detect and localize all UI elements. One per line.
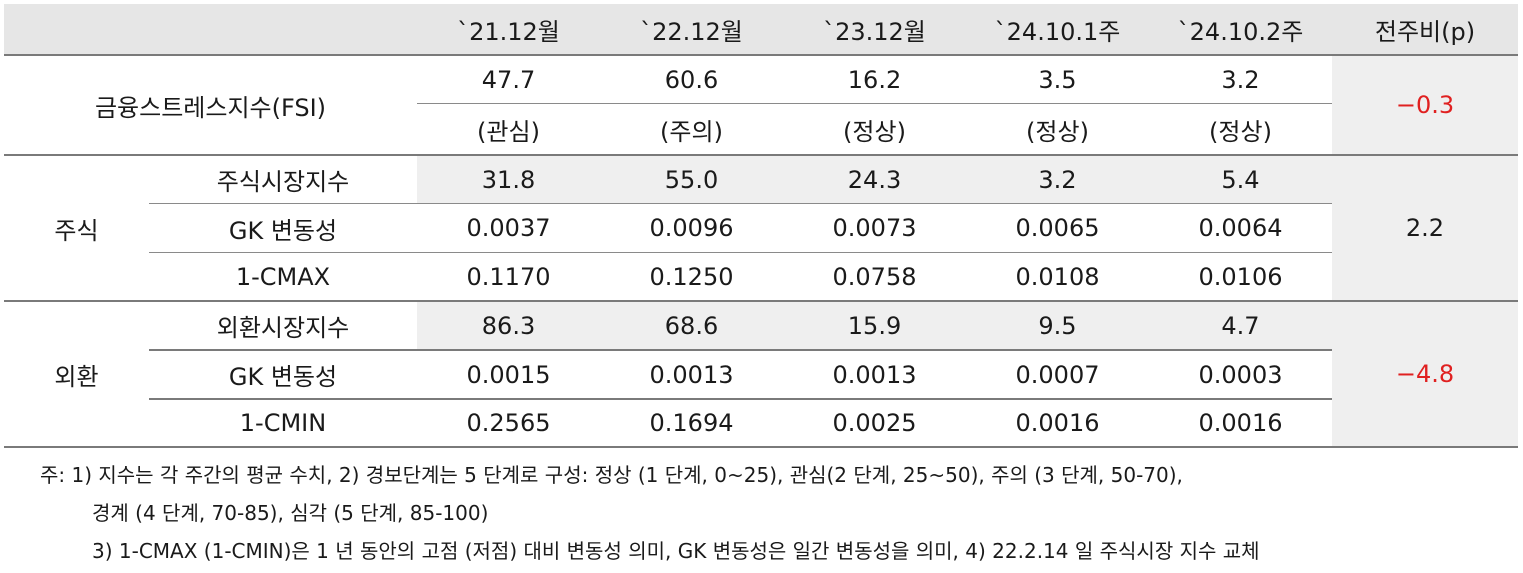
stock-divider — [4, 300, 1518, 302]
stock-row-3-value-1: 0.1170 — [466, 262, 551, 291]
fx-row-2-value-4: 0.0007 — [1015, 360, 1100, 389]
stock-row-1-value-5: 5.4 — [1221, 165, 1260, 194]
fsi-inner-divider — [417, 103, 1332, 104]
stock-row-1-value-1: 31.8 — [481, 165, 536, 194]
fx-row-2-label: GK 변동성 — [228, 363, 338, 391]
header-col-4: `24.10.1주 — [994, 17, 1121, 46]
fx-row-1-value-3: 15.9 — [847, 311, 902, 340]
fsi-change: −0.3 — [1332, 56, 1518, 154]
fx-row-3-value-3: 0.0025 — [832, 409, 917, 437]
fx-change: −4.8 — [1332, 302, 1518, 446]
stock-row-2-value-4: 0.0065 — [1015, 214, 1100, 242]
header-col-change: 전주비(p) — [1374, 17, 1476, 46]
fx-row-3-label: 1-CMIN — [239, 409, 327, 437]
stock-row-3-value-3: 0.0758 — [832, 262, 917, 291]
fx-row-3-value-2: 0.1694 — [649, 409, 734, 437]
stock-row-3-value-5: 0.0106 — [1198, 262, 1283, 291]
fx-divider-2 — [149, 398, 1332, 400]
stock-row-2-label: GK 변동성 — [228, 216, 338, 245]
stock-divider-1 — [149, 203, 1332, 204]
stock-row-3-label: 1-CMAX — [235, 262, 331, 291]
fx-row-1-shade — [417, 302, 1332, 349]
fsi-status-4: (정상) — [1026, 117, 1089, 146]
stock-row-3-value-4: 0.0108 — [1015, 262, 1100, 291]
footnote-line-3: 3) 1-CMAX (1-CMIN)은 1 년 동안의 고점 (저점) 대비 변… — [92, 539, 1260, 563]
fx-row-1-value-5: 4.7 — [1221, 311, 1260, 340]
fx-row-1-label: 외환시장지수 — [216, 314, 350, 342]
fsi-value-4: 3.5 — [1038, 65, 1077, 94]
fsi-value-2: 60.6 — [664, 65, 719, 94]
header-col-2: `22.12월 — [640, 17, 743, 46]
fx-row-3-value-4: 0.0016 — [1015, 409, 1100, 437]
fsi-value-3: 16.2 — [847, 65, 902, 94]
fsi-status-2: (주의) — [660, 117, 723, 146]
fx-row-1-value-2: 68.6 — [664, 311, 719, 340]
fsi-value-5: 3.2 — [1221, 65, 1260, 94]
stock-group-label: 주식 — [54, 216, 99, 245]
fsi-status-5: (정상) — [1209, 117, 1272, 146]
fx-row-1-value-1: 86.3 — [481, 311, 536, 340]
fx-row-3-value-5: 0.0016 — [1198, 409, 1283, 437]
fsi-status-1: (관심) — [477, 117, 540, 146]
stock-row-1-value-3: 24.3 — [847, 165, 902, 194]
stock-row-2-value-2: 0.0096 — [649, 214, 734, 242]
stock-row-1-value-4: 3.2 — [1038, 165, 1077, 194]
fsi-divider — [4, 154, 1518, 156]
footnotes: 주: 1) 지수는 각 주간의 평균 수치, 2) 경보단계는 5 단계로 구성… — [40, 456, 1260, 570]
footnote-line-1: 주: 1) 지수는 각 주간의 평균 수치, 2) 경보단계는 5 단계로 구성… — [40, 463, 1183, 487]
stock-row-2-value-1: 0.0037 — [466, 214, 551, 242]
stock-row-3-value-2: 0.1250 — [649, 262, 734, 291]
header-col-3: `23.12월 — [823, 17, 926, 46]
stock-row-1-value-2: 55.0 — [664, 165, 719, 194]
fx-row-2-value-1: 0.0015 — [466, 360, 551, 389]
fsi-label: 금융스트레스지수(FSI) — [94, 93, 327, 122]
fx-row-2-value-2: 0.0013 — [649, 360, 734, 389]
header-col-5: `24.10.2주 — [1177, 17, 1304, 46]
fx-group-label: 외환 — [54, 362, 99, 391]
fx-row-1-value-4: 9.5 — [1038, 311, 1077, 340]
header-col-1: `21.12월 — [457, 17, 560, 46]
stock-row-2-value-3: 0.0073 — [832, 214, 917, 242]
table-header: `21.12월 `22.12월 `23.12월 `24.10.1주 `24.10… — [4, 4, 1518, 54]
fx-row-3-value-1: 0.2565 — [466, 409, 551, 437]
fx-row-2-value-5: 0.0003 — [1198, 360, 1283, 389]
stock-change: 2.2 — [1332, 156, 1518, 300]
fx-row-2-value-3: 0.0013 — [832, 360, 917, 389]
table-bottom-border — [4, 446, 1518, 448]
stock-row-1-label: 주식시장지수 — [216, 168, 350, 196]
stock-divider-2 — [149, 252, 1332, 253]
header-divider — [4, 54, 1518, 56]
stock-row-2-value-5: 0.0064 — [1198, 214, 1283, 242]
fsi-status-3: (정상) — [843, 117, 906, 146]
fsi-value-1: 47.7 — [481, 65, 536, 94]
fx-divider-1 — [149, 349, 1332, 351]
footnote-line-2: 경계 (4 단계, 70-85), 심각 (5 단계, 85-100) — [92, 501, 489, 525]
stock-row-1-shade — [417, 156, 1332, 203]
